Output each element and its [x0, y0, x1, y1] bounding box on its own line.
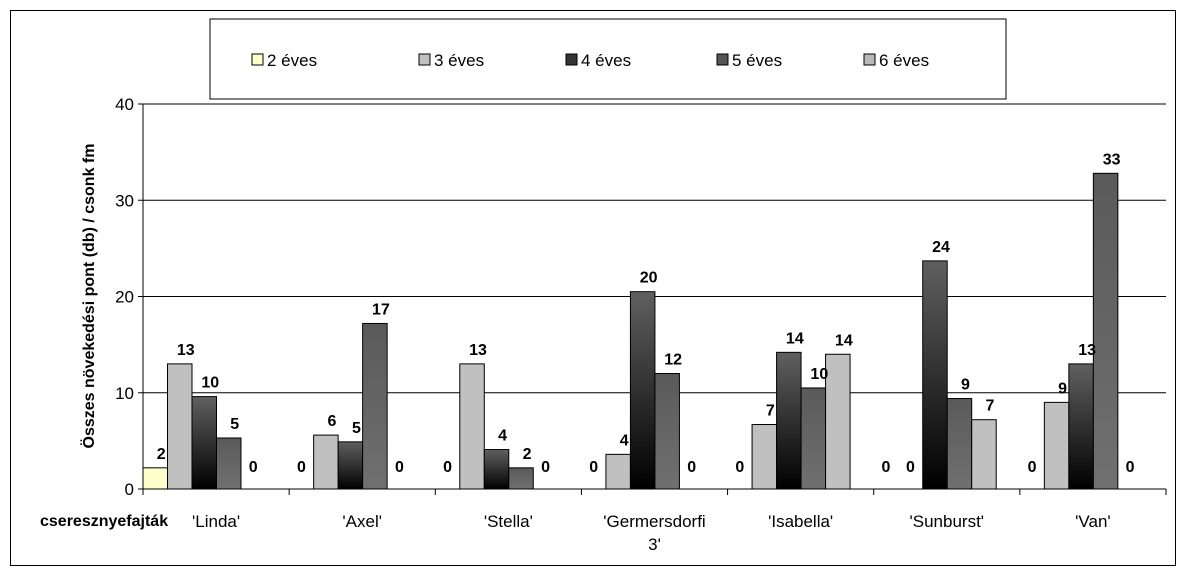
legend-swatch [716, 53, 729, 66]
bar-2-éves-0 [142, 467, 168, 490]
bar-3-éves-4 [751, 424, 778, 490]
data-label: 0 [395, 459, 404, 476]
bar-4-éves-2 [483, 449, 510, 490]
category-label: 'Germersdorfi [603, 512, 705, 531]
bar-4-éves-3 [629, 291, 656, 490]
data-label: 4 [498, 428, 507, 445]
y-tick-label: 40 [115, 95, 134, 114]
bar-5-éves-1 [362, 322, 388, 490]
data-label: 14 [835, 332, 853, 349]
data-label: 14 [786, 330, 804, 347]
data-label: 24 [932, 239, 950, 256]
bar-5-éves-4 [800, 387, 827, 490]
bar-3-éves-0 [167, 363, 193, 490]
bar-3-éves-1 [313, 434, 339, 490]
bar-6-éves-4 [825, 353, 851, 490]
bars [142, 172, 1119, 490]
y-tick-label: 30 [115, 191, 134, 210]
bar-4-éves-0 [191, 396, 217, 490]
legend-swatch [565, 53, 578, 66]
data-label: 0 [297, 459, 306, 476]
bar-5-éves-5 [946, 398, 973, 490]
data-label: 0 [541, 459, 550, 476]
data-label: 0 [882, 459, 891, 476]
legend-swatch [863, 53, 876, 66]
y-tick-label: 10 [115, 384, 134, 403]
category-label: 'Axel' [342, 512, 382, 531]
data-label: 10 [201, 375, 219, 392]
bar-4-éves-5 [922, 260, 948, 490]
data-label: 7 [986, 398, 995, 415]
category-label: 'Van' [1075, 512, 1110, 531]
data-label: 0 [1126, 459, 1135, 476]
category-label: 'Sunburst' [910, 512, 985, 531]
bar-4-éves-1 [337, 441, 364, 490]
data-label: 0 [249, 459, 258, 476]
data-label: 12 [664, 352, 682, 369]
bar-5-éves-3 [654, 373, 680, 490]
data-label: 2 [157, 446, 166, 463]
bar-4-éves-4 [776, 351, 802, 490]
data-label: 10 [810, 366, 828, 383]
data-label: 9 [961, 377, 970, 394]
data-label: 0 [443, 459, 452, 476]
legend-swatch [251, 53, 264, 66]
data-label: 9 [1058, 380, 1067, 397]
data-label: 5 [352, 420, 361, 437]
data-label: 0 [687, 459, 696, 476]
bar-5-éves-2 [508, 467, 534, 490]
bar-3-éves-2 [459, 363, 485, 490]
data-label: 4 [620, 432, 629, 449]
bar-5-éves-0 [216, 437, 242, 490]
bar-3-éves-3 [605, 453, 631, 490]
bar-6-éves-5 [971, 419, 997, 490]
data-label: 0 [1028, 459, 1037, 476]
data-label: 17 [372, 301, 390, 318]
x-axis-title: cseresznyefajták [40, 513, 168, 530]
legend-label: 4 éves [581, 51, 631, 70]
bar-4-éves-6 [1068, 363, 1094, 490]
data-label: 6 [327, 413, 336, 430]
data-label: 13 [1078, 342, 1096, 359]
legend: 2 éves 3 éves 4 éves 5 éves 6 éves [209, 18, 1007, 100]
y-tick-label: 20 [115, 288, 134, 307]
category-label: 3' [648, 535, 661, 554]
data-label: 0 [589, 459, 598, 476]
bar-3-éves-6 [1043, 401, 1070, 490]
data-label: 0 [735, 459, 744, 476]
data-label: 13 [469, 342, 487, 359]
data-label: 2 [523, 446, 532, 463]
legend-label: 6 éves [879, 51, 929, 70]
category-label: 'Isabella' [768, 512, 833, 531]
bar-5-éves-6 [1092, 172, 1119, 490]
category-label: 'Stella' [484, 512, 533, 531]
category-label: 'Linda' [192, 512, 240, 531]
data-label: 0 [906, 459, 915, 476]
data-label: 13 [177, 342, 195, 359]
data-label: 5 [230, 416, 239, 433]
legend-swatch [418, 53, 431, 66]
y-axis-title: Összes növekedési pont (db) / csonk fm [79, 144, 98, 449]
legend-label: 3 éves [434, 51, 484, 70]
legend-label: 2 éves [267, 51, 317, 70]
y-tick-label: 0 [125, 480, 134, 499]
data-label: 20 [640, 270, 658, 287]
legend-label: 5 éves [732, 51, 782, 70]
data-label: 7 [766, 403, 775, 420]
data-label: 33 [1103, 151, 1121, 168]
